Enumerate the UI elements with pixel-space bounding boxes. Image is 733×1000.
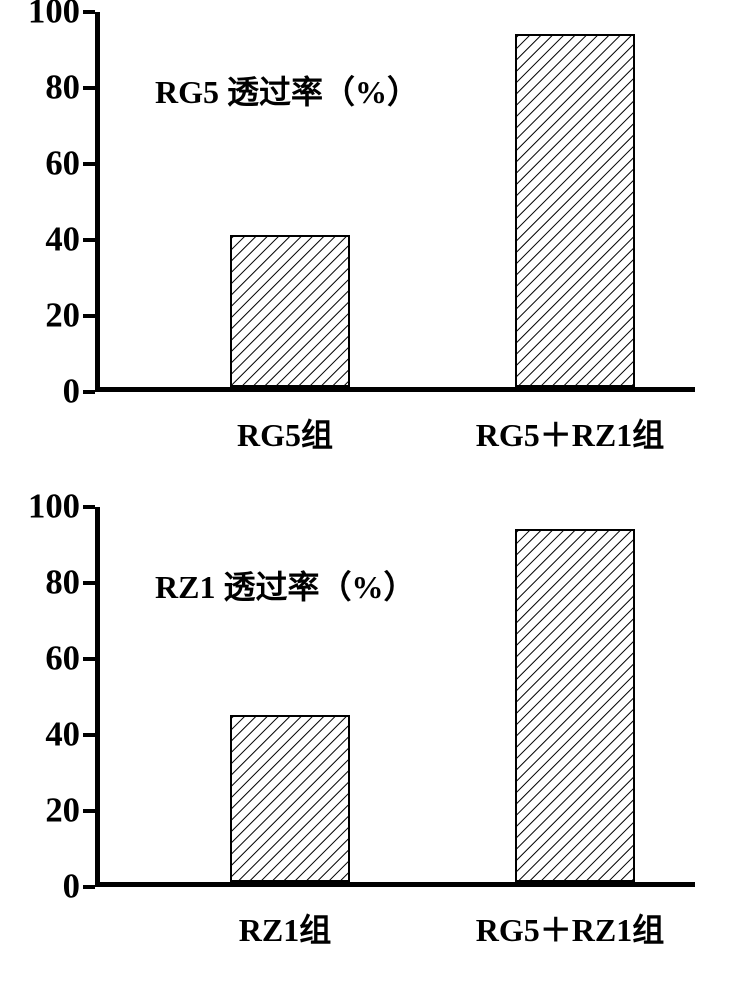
hatch-fill-icon — [517, 36, 633, 385]
bar-rg5-rz1-b — [515, 529, 635, 882]
xtick-label: RG5＋RZ1组 — [476, 905, 664, 951]
panel-bottom: 100 80 60 40 20 0 RZ1 透过率（%） RZ1组 RG5＋RZ… — [0, 495, 733, 995]
hatch-fill-icon — [232, 717, 348, 880]
ytick-label: 60 — [10, 145, 80, 184]
ytick-label: 0 — [10, 373, 80, 412]
ytick-label: 20 — [10, 792, 80, 831]
ytick-label: 80 — [10, 564, 80, 603]
bar-rz1 — [230, 715, 350, 882]
ytick-mark — [83, 657, 95, 661]
xtick-label: RG5＋RZ1组 — [476, 410, 664, 456]
ytick-mark — [83, 885, 95, 889]
ytick-label: 100 — [10, 0, 80, 32]
ytick-label: 80 — [10, 69, 80, 108]
ytick-mark — [83, 10, 95, 14]
ytick-label: 40 — [10, 221, 80, 260]
ytick-label: 20 — [10, 297, 80, 336]
bar-rg5-rz1 — [515, 34, 635, 387]
xtick-label: RZ1组 — [239, 905, 331, 951]
bar-rg5 — [230, 235, 350, 387]
hatch-fill-icon — [517, 531, 633, 880]
ytick-mark — [83, 86, 95, 90]
ytick-label: 40 — [10, 716, 80, 755]
ytick-mark — [83, 581, 95, 585]
xtick-label: RG5组 — [237, 410, 333, 456]
ytick-label: 60 — [10, 640, 80, 679]
ytick-mark — [83, 809, 95, 813]
ytick-mark — [83, 733, 95, 737]
chart-title-bottom: RZ1 透过率（%） — [155, 562, 415, 608]
ytick-mark — [83, 314, 95, 318]
ytick-label: 100 — [10, 488, 80, 527]
ytick-mark — [83, 390, 95, 394]
plot-area-bottom: RZ1 透过率（%） — [95, 507, 695, 887]
ytick-label: 0 — [10, 868, 80, 907]
chart-title-top: RG5 透过率（%） — [155, 67, 419, 113]
plot-area-top: RG5 透过率（%） — [95, 12, 695, 392]
ytick-mark — [83, 162, 95, 166]
ytick-mark — [83, 505, 95, 509]
ytick-mark — [83, 238, 95, 242]
panel-top: 100 80 60 40 20 0 RG5 透过率（%） RG5组 RG5＋RZ… — [0, 0, 733, 500]
figure: 100 80 60 40 20 0 RG5 透过率（%） RG5组 RG5＋RZ… — [0, 0, 733, 1000]
hatch-fill-icon — [232, 237, 348, 385]
